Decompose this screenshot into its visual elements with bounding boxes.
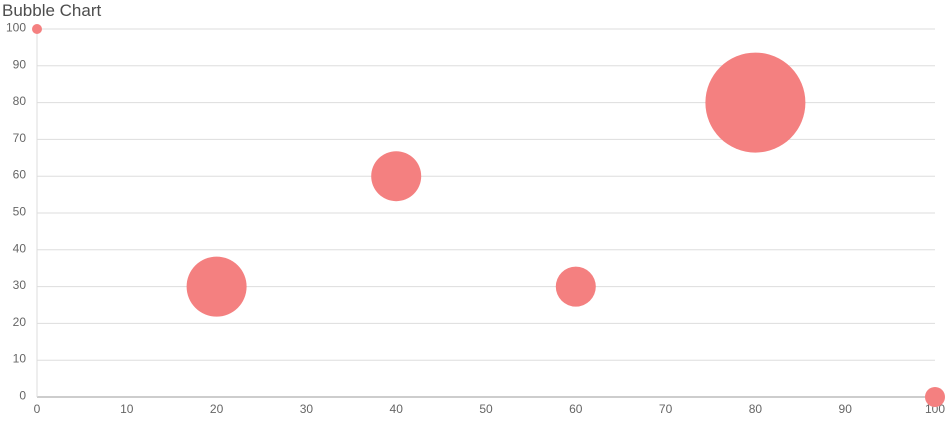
svg-text:10: 10: [120, 402, 134, 416]
svg-text:50: 50: [479, 402, 493, 416]
svg-text:60: 60: [569, 402, 583, 416]
svg-text:40: 40: [390, 402, 404, 416]
svg-text:80: 80: [13, 94, 27, 108]
svg-text:90: 90: [13, 57, 27, 71]
svg-text:100: 100: [6, 21, 26, 35]
svg-text:60: 60: [13, 168, 27, 182]
svg-text:70: 70: [659, 402, 673, 416]
svg-text:70: 70: [13, 131, 27, 145]
svg-text:20: 20: [210, 402, 224, 416]
svg-text:80: 80: [749, 402, 763, 416]
svg-text:0: 0: [19, 389, 26, 403]
svg-text:40: 40: [13, 241, 27, 255]
svg-text:10: 10: [13, 352, 27, 366]
svg-text:30: 30: [13, 278, 27, 292]
svg-text:20: 20: [13, 315, 27, 329]
svg-text:30: 30: [300, 402, 314, 416]
svg-text:50: 50: [13, 205, 27, 219]
svg-text:0: 0: [34, 402, 41, 416]
svg-text:90: 90: [839, 402, 853, 416]
